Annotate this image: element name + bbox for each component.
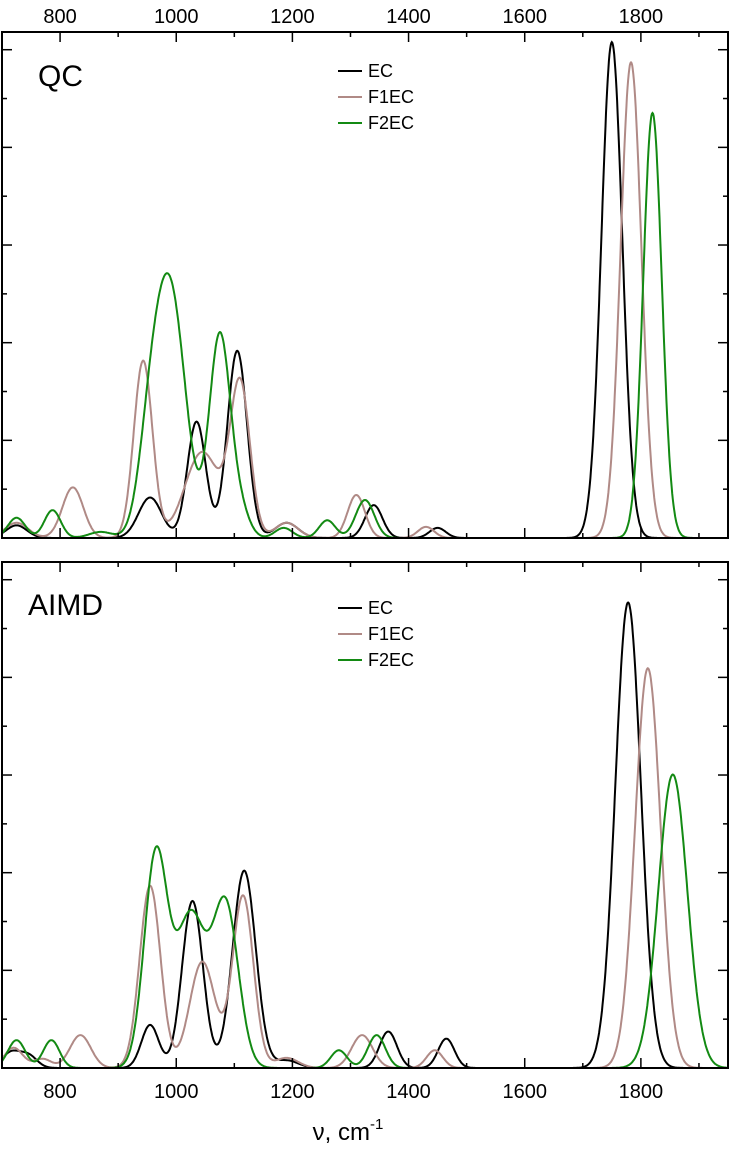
x-tick-label: 800	[43, 6, 76, 28]
panel-label: AIMD	[28, 589, 103, 622]
x-tick-label: 1000	[154, 1081, 199, 1103]
series-line-f1ec	[2, 667, 728, 1068]
series-line-f2ec	[2, 773, 728, 1068]
legend-label: F1EC	[368, 624, 414, 644]
legend-label: F2EC	[368, 650, 414, 670]
series-lines	[2, 601, 728, 1068]
x-tick-label: 1000	[154, 6, 199, 28]
x-tick-label: 1200	[270, 6, 315, 28]
series-lines	[2, 40, 728, 538]
qc-panel: 800 1000 1200 1400 1600 1800 QC EC F1EC F2EC	[1, 6, 729, 539]
x-tick-label: 1200	[270, 1081, 315, 1103]
legend-label: F1EC	[368, 87, 414, 107]
legend-label: EC	[368, 598, 393, 618]
aimd-panel: 800 1000 1200 1400 1600 1800 AIMD EC F1EC F2EC	[1, 561, 729, 1103]
x-tick-label: 1600	[502, 6, 547, 28]
series-line-ec	[2, 601, 728, 1068]
series-line-f1ec	[2, 60, 728, 538]
series-line-ec	[2, 40, 728, 538]
x-tick-label: 1600	[502, 1081, 547, 1103]
x-tick-label: 1800	[619, 1081, 664, 1103]
legend-label: EC	[368, 61, 393, 81]
legend: EC F1EC F2EC	[338, 598, 414, 670]
series-line-f2ec	[2, 111, 728, 538]
x-axis-title: ν, cm-1	[313, 1116, 384, 1146]
panel-label: QC	[38, 60, 83, 93]
x-tick-label: 1400	[386, 6, 431, 28]
legend: EC F1EC F2EC	[338, 61, 414, 133]
x-tick-label: 1800	[619, 6, 664, 28]
x-tick-label: 800	[43, 1081, 76, 1103]
plot-frame	[1, 561, 729, 1069]
x-tick-label: 1400	[386, 1081, 431, 1103]
legend-label: F2EC	[368, 113, 414, 133]
plot-frame	[1, 31, 729, 539]
